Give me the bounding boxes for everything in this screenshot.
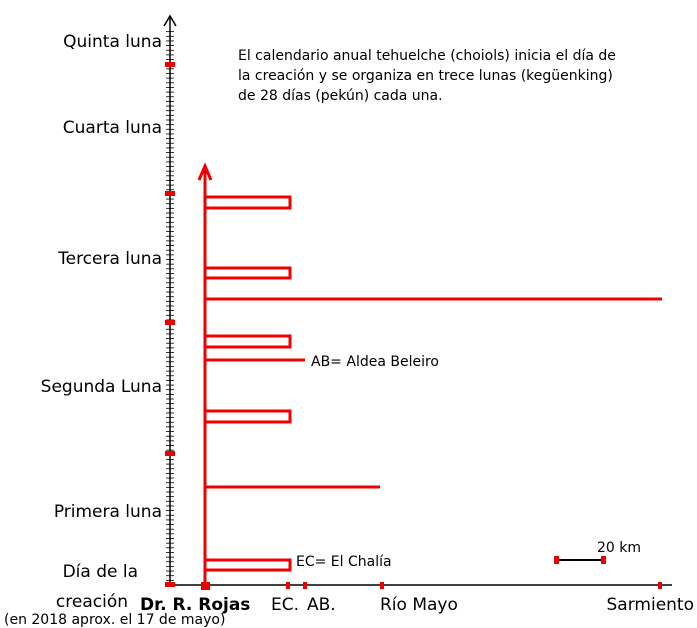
place-label: AB.	[307, 595, 336, 615]
place-label: Sarmiento	[607, 595, 694, 615]
creation-label: creación	[56, 592, 128, 612]
moon-label: Segunda Luna	[41, 377, 162, 397]
description: de 28 días (pekún) cada una.	[238, 88, 443, 104]
creation-note: (en 2018 aprox. el 17 de mayo)	[4, 612, 225, 628]
place-label: Dr. R. Rojas	[140, 595, 250, 615]
axis-arrow	[163, 14, 177, 27]
moon-label: Tercera luna	[57, 249, 162, 269]
place-label: Río Mayo	[380, 595, 458, 615]
moon-markers	[165, 62, 662, 590]
moon-label: Cuarta luna	[63, 118, 162, 138]
scale-bar	[554, 556, 606, 564]
route	[197, 162, 662, 585]
description: la creación y se organiza en trece lunas…	[238, 68, 613, 84]
legend-ab: AB= Aldea Beleiro	[311, 354, 439, 370]
place-label: EC.	[271, 595, 299, 615]
moon-label: Quinta luna	[63, 32, 162, 52]
moon-label: Primera luna	[54, 502, 162, 522]
legend-ec: EC= El Chalía	[296, 554, 392, 570]
scale-label: 20 km	[597, 540, 641, 556]
creation-label: Día de la	[63, 562, 138, 582]
description: El calendario anual tehuelche (choiols) …	[238, 48, 616, 64]
